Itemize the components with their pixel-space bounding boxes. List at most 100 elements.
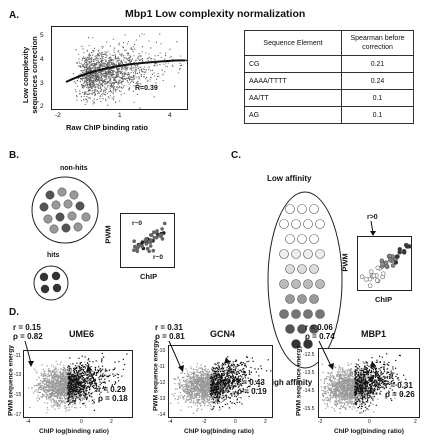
scatter-point — [114, 57, 116, 59]
scatter-point — [99, 58, 101, 60]
scatter-point — [41, 373, 43, 375]
scatter-point — [200, 385, 202, 387]
schematic-point — [159, 233, 164, 237]
scatter-point — [77, 377, 80, 379]
scatter-point — [196, 384, 198, 386]
scatter-point — [76, 373, 78, 375]
scatter-point — [41, 380, 43, 382]
scatter-point — [86, 381, 88, 383]
scatter-point — [81, 383, 83, 385]
scatter-point — [190, 401, 192, 404]
scatter-point — [92, 387, 95, 389]
scatter-point — [36, 389, 38, 391]
scatter-point — [103, 81, 105, 83]
scatter-point — [75, 384, 77, 387]
scatter-point — [83, 69, 85, 71]
scatter-point — [77, 386, 79, 388]
table-cell: AG — [244, 106, 342, 124]
ume6-xtick: 0 — [80, 419, 83, 425]
scatter-point — [96, 76, 98, 78]
scatter-point — [90, 68, 92, 70]
scatter-point — [45, 389, 47, 391]
scatter-point — [104, 89, 106, 91]
scatter-point — [183, 381, 185, 383]
scatter-point — [121, 72, 123, 74]
scatter-point — [102, 67, 104, 69]
scatter-point — [55, 360, 57, 362]
scatter-point — [214, 380, 216, 382]
scatter-point — [48, 368, 50, 370]
scatter-point — [80, 100, 82, 102]
scatter-point — [91, 87, 93, 89]
scatter-point — [125, 66, 127, 68]
scatter-point — [67, 370, 69, 372]
scatter-point — [57, 392, 59, 394]
scatter-point — [101, 78, 103, 80]
scatter-point — [120, 94, 122, 96]
scatter-point — [235, 403, 237, 406]
scatter-point — [183, 376, 185, 378]
scatter-point — [206, 376, 209, 378]
scatter-point — [170, 56, 172, 58]
scatter-point — [114, 367, 116, 369]
scatter-point — [89, 58, 91, 60]
scatter-point — [104, 378, 106, 380]
scatter-point — [201, 379, 203, 381]
scatter-point — [134, 70, 136, 72]
scatter-point — [79, 376, 81, 378]
scatter-point — [39, 380, 42, 382]
scatter-point — [95, 75, 97, 77]
scatter-point — [62, 386, 64, 388]
scatter-point — [201, 376, 203, 378]
scatter-point — [193, 395, 196, 397]
scatter-point — [150, 47, 152, 49]
scatter-point — [170, 402, 172, 404]
scatter-point — [56, 392, 58, 394]
scatter-point — [83, 96, 85, 98]
scatter-point — [43, 387, 45, 389]
scatter-point — [46, 381, 48, 383]
scatter-point — [209, 381, 211, 383]
scatter-point — [47, 380, 49, 382]
scatter-point — [90, 76, 92, 78]
scatter-point — [79, 389, 81, 391]
scatter-point — [79, 390, 81, 392]
scatter-point — [163, 63, 165, 65]
scatter-point — [74, 367, 76, 369]
scatter-point — [133, 78, 135, 80]
scatter-point — [112, 74, 114, 76]
scatter-point — [49, 381, 51, 383]
scatter-point — [205, 371, 207, 373]
scatter-point — [52, 382, 54, 384]
scatter-point — [208, 394, 210, 396]
scatter-point — [67, 379, 69, 381]
scatter-point — [235, 390, 237, 392]
scatter-point — [88, 400, 90, 402]
scatter-point — [193, 398, 195, 400]
scatter-point — [126, 68, 128, 70]
scatter-point — [121, 62, 123, 64]
scatter-point — [42, 386, 44, 388]
scatter-point — [123, 57, 125, 59]
scatter-point — [113, 86, 115, 88]
scatter-point — [203, 388, 205, 390]
schematic-point — [367, 283, 373, 288]
scatter-point — [112, 70, 114, 72]
scatter-point — [48, 371, 50, 373]
scatter-point — [120, 81, 122, 83]
scatter-point — [64, 394, 66, 397]
scatter-point — [52, 384, 54, 386]
scatter-point — [113, 47, 115, 49]
affinity-dot — [279, 249, 289, 259]
scatter-point — [78, 58, 80, 60]
scatter-point — [198, 396, 201, 398]
panel-b-label: B. — [9, 150, 19, 161]
scatter-point — [62, 401, 64, 403]
scatter-point — [86, 50, 88, 52]
scatter-point — [66, 390, 68, 393]
scatter-point — [92, 374, 94, 376]
scatter-point — [89, 65, 91, 67]
scatter-point — [86, 78, 88, 80]
scatter-point — [226, 368, 228, 370]
scatter-point — [89, 61, 91, 63]
